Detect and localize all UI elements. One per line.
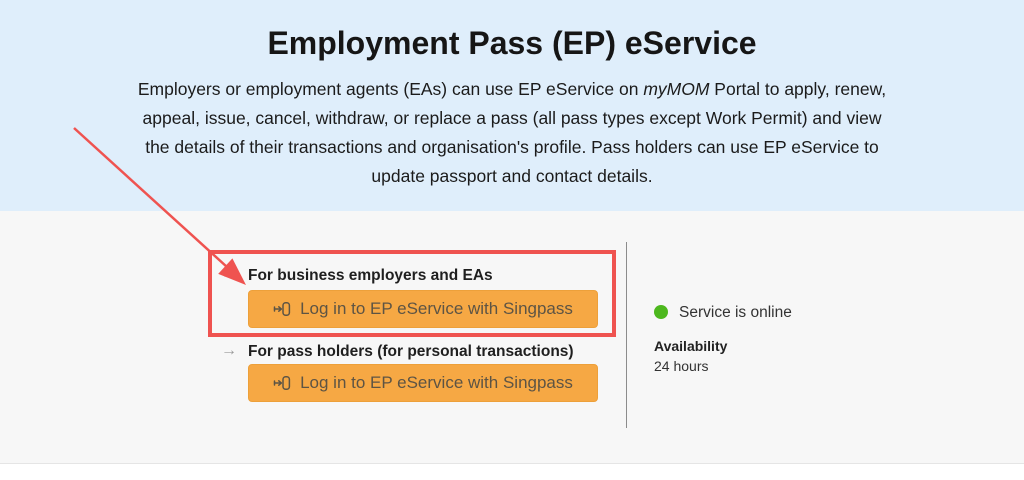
login-door-icon (273, 374, 291, 392)
business-login-button[interactable]: Log in to EP eService with Singpass (248, 290, 598, 328)
page-title: Employment Pass (EP) eService (267, 25, 757, 61)
list-arrow-icon: → (221, 342, 237, 359)
page-description: Employers or employment agents (EAs) can… (137, 75, 887, 191)
status-online-dot-icon (654, 305, 668, 319)
business-section-label: For business employers and EAs (248, 267, 493, 284)
description-part2: Portal to apply, renew, appeal, issue, c… (142, 79, 887, 186)
eservice-login-section (0, 211, 1024, 464)
description-emphasis: myMOM (643, 79, 710, 99)
vertical-divider (626, 242, 627, 428)
passholder-login-button-label: Log in to EP eService with Singpass (300, 373, 573, 392)
page-header: Employment Pass (EP) eService Employers … (0, 0, 1024, 211)
description-part1: Employers or employment agents (EAs) can… (137, 79, 644, 99)
business-login-button-label: Log in to EP eService with Singpass (300, 299, 573, 318)
availability-value: 24 hours (654, 358, 709, 374)
list-arrow-icon: → (221, 266, 237, 283)
availability-label: Availability (654, 338, 728, 354)
service-status-text: Service is online (679, 304, 792, 321)
passholder-login-button[interactable]: Log in to EP eService with Singpass (248, 364, 598, 402)
login-door-icon (273, 300, 291, 318)
passholder-section-label: For pass holders (for personal transacti… (248, 343, 574, 360)
